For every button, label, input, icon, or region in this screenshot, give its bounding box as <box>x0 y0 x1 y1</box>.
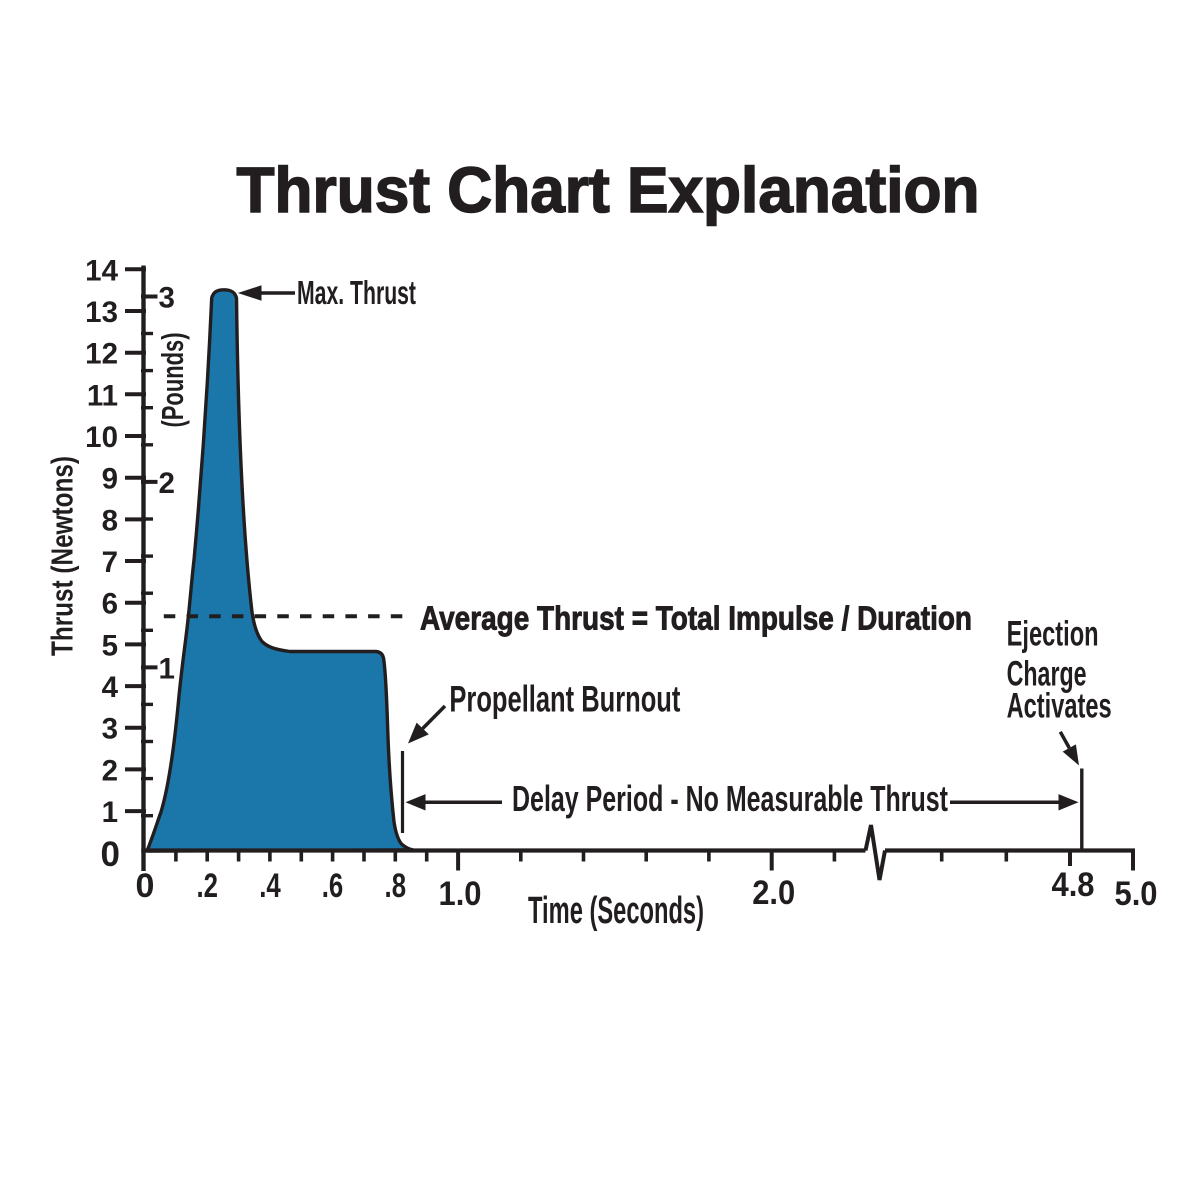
svg-text:3: 3 <box>159 282 175 315</box>
svg-text:8: 8 <box>102 504 118 537</box>
svg-text:(Pounds): (Pounds) <box>156 333 190 428</box>
svg-text:Thrust (Newtons): Thrust (Newtons) <box>45 456 80 656</box>
svg-text:13: 13 <box>85 296 118 329</box>
svg-text:Delay Period - No Measurable T: Delay Period - No Measurable Thrust <box>512 778 948 819</box>
svg-text:11: 11 <box>87 379 118 412</box>
svg-text:10: 10 <box>85 421 118 454</box>
svg-text:4: 4 <box>102 671 119 704</box>
svg-text:Ejection: Ejection <box>1007 615 1099 654</box>
svg-text:3: 3 <box>102 713 118 746</box>
svg-text:1.0: 1.0 <box>439 875 482 913</box>
svg-text:2: 2 <box>102 754 118 787</box>
svg-text:5.0: 5.0 <box>1115 875 1158 913</box>
svg-text:2.0: 2.0 <box>752 874 795 912</box>
svg-text:Time (Seconds): Time (Seconds) <box>528 889 704 932</box>
svg-text:0: 0 <box>101 835 120 874</box>
svg-text:12: 12 <box>85 338 118 371</box>
svg-text:1: 1 <box>102 796 118 829</box>
svg-text:Average Thrust = Total Impulse: Average Thrust = Total Impulse / Duratio… <box>420 601 972 638</box>
svg-text:7: 7 <box>102 546 118 579</box>
svg-text:Max. Thrust: Max. Thrust <box>297 275 416 312</box>
svg-text:5: 5 <box>102 629 118 662</box>
svg-text:Propellant Burnout: Propellant Burnout <box>449 679 680 720</box>
svg-text:Charge: Charge <box>1007 655 1087 694</box>
svg-text:Thrust Chart Explanation: Thrust Chart Explanation <box>237 154 980 226</box>
svg-text:.6: .6 <box>322 867 344 905</box>
svg-text:.8: .8 <box>385 867 407 905</box>
svg-text:6: 6 <box>102 588 118 621</box>
svg-text:9: 9 <box>102 463 118 496</box>
svg-text:0: 0 <box>136 867 155 905</box>
svg-text:4.8: 4.8 <box>1052 866 1095 904</box>
svg-text:Activates: Activates <box>1007 687 1112 726</box>
svg-text:.2: .2 <box>196 867 218 905</box>
svg-text:1: 1 <box>159 652 175 685</box>
svg-text:.4: .4 <box>259 867 281 905</box>
svg-text:14: 14 <box>85 254 118 287</box>
svg-text:2: 2 <box>159 467 175 500</box>
